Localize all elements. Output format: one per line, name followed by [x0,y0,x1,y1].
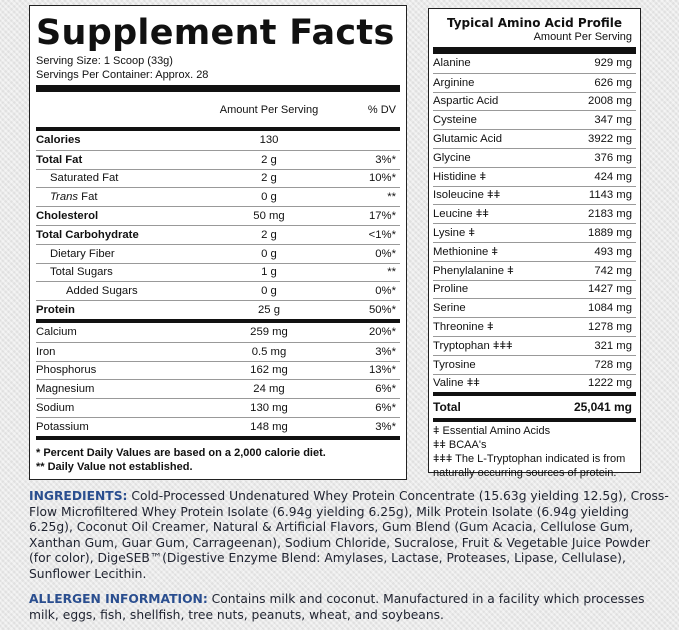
facts-row-cholesterol: Cholesterol 50 mg 17%* [36,206,400,225]
minerals-divider [36,318,400,323]
amino-row: Arginine 626 mg [433,72,636,92]
facts-row-calories: Calories 130 [36,134,279,147]
essential-amino-legend: ǂ Essential Amino Acids [433,425,551,438]
facts-row-total-carbohydrate: Total Carbohydrate 2 g <1%* [36,224,400,244]
facts-row-saturated-fat: Saturated Fat 2 g 10%* [36,168,400,188]
amino-acid-profile-panel: Typical Amino Acid Profile Amount Per Se… [428,8,641,479]
amino-profile-title: Typical Amino Acid Profile [446,16,623,30]
facts-row-trans-fat: Trans Fat 0 g ** [36,187,400,206]
supplement-facts-panel: Supplement Facts Serving Size: 1 Scoop (… [29,5,407,480]
amount-per-serving-header: Amount Per Serving [219,103,319,116]
thick-divider [36,85,400,92]
amino-row: Tyrosine 728 mg [433,354,636,374]
facts-row-calcium: Calcium 259 mg 20%* [36,326,396,339]
supplement-facts-title: Supplement Facts [36,13,395,53]
daily-value-footnote: * Percent Daily Values are based on a 2,… [36,446,326,459]
footer-divider [36,435,400,440]
amino-row: Isoleucine ǂǂ 1143 mg [433,185,636,205]
facts-row-phosphorus: Phosphorus 162 mg 13%* [36,360,400,380]
amino-row: Tryptophan ǂǂǂ 321 mg [433,335,636,355]
amino-row: Valine ǂǂ 1222 mg [433,373,636,393]
amino-row: Methionine ǂ 493 mg [433,241,636,261]
amino-row: Histidine ǂ 424 mg [433,166,636,186]
amino-row: Alanine 929 mg [433,57,632,70]
header-divider [36,127,400,131]
bcaa-legend: ǂǂ BCAA's [433,439,487,452]
ingredients-text: Cold-Processed Undenatured Whey Protein … [29,489,669,581]
amino-row: Lysine ǂ 1889 mg [433,223,636,242]
amino-profile-subtitle: Amount Per Serving [533,31,632,43]
facts-row-total-fat: Total Fat 2 g 3%* [36,149,400,169]
amino-total-divider [433,392,636,397]
facts-row-iron: Iron 0.5 mg 3%* [36,341,400,361]
facts-row-sodium: Sodium 130 mg 6%* [36,398,400,417]
amino-row: Proline 1427 mg [433,279,636,299]
servings-per-container: Servings Per Container: Approx. 28 [36,69,209,81]
facts-row-added-sugars: Added Sugars 0 g 0%* [36,281,400,300]
amino-row: Threonine ǂ 1278 mg [433,317,636,336]
amino-total-row: Total 25,041 mg [433,400,632,415]
allergen-text: Contains milk and coconut. Manufactured … [29,592,645,622]
facts-row-magnesium: Magnesium 24 mg 6%* [36,379,400,398]
facts-row-protein: Protein 25 g 50%* [36,300,400,319]
amino-row: Aspartic Acid 2008 mg [433,91,636,111]
amino-row: Glycine 376 mg [433,147,636,167]
facts-row-potassium: Potassium 148 mg 3%* [36,416,400,436]
amino-row: Serine 1084 mg [433,298,636,317]
serving-size: Serving Size: 1 Scoop (33g) [36,55,173,67]
amino-thick-divider [433,47,636,54]
dv-header: % DV [367,103,396,116]
ingredients-label: INGREDIENTS: [29,489,128,503]
allergen-section: ALLERGEN INFORMATION: Contains milk and … [29,592,669,623]
allergen-label: ALLERGEN INFORMATION: [29,592,208,606]
ingredients-section: INGREDIENTS: Cold-Processed Undenatured … [29,489,669,582]
not-established-footnote: ** Daily Value not established. [36,460,193,473]
amino-row: Phenylalanine ǂ 742 mg [433,260,636,280]
amino-legend-divider [433,418,636,423]
amino-row: Cysteine 347 mg [433,110,636,129]
facts-header-row: Amount Per Serving % DV [36,92,400,127]
amino-row: Glutamic Acid 3922 mg [433,129,636,148]
amino-row: Leucine ǂǂ 2183 mg [433,204,636,223]
tryptophan-legend: ǂǂǂ The L-Tryptophan indicated is from n… [433,453,626,480]
facts-row-dietary-fiber: Dietary Fiber 0 g 0%* [36,243,400,263]
facts-row-total-sugars: Total Sugars 1 g ** [36,262,400,282]
